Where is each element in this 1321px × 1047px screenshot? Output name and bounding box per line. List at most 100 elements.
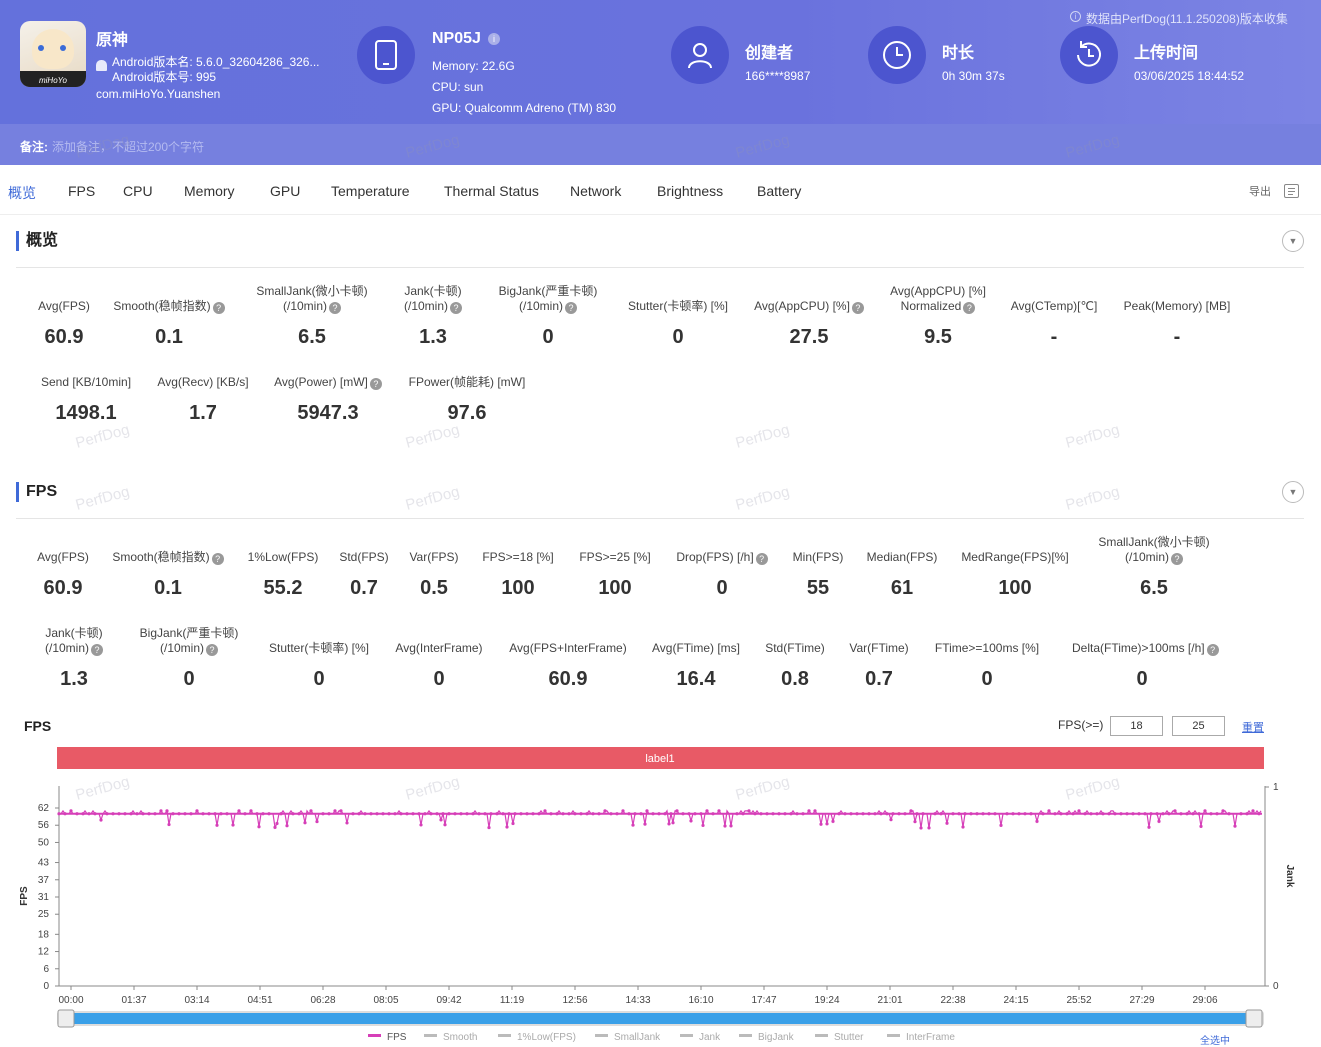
fps-point	[177, 812, 181, 816]
fps-point	[261, 812, 265, 816]
legend-label: Smooth	[443, 1032, 478, 1043]
metric-value: 6.5	[1140, 577, 1168, 599]
fps-point	[567, 812, 571, 816]
metric-value: -	[1173, 326, 1181, 348]
help-icon[interactable]: ?	[1171, 553, 1183, 565]
help-icon[interactable]: ?	[450, 302, 462, 314]
device-cpu: CPU: sun	[432, 80, 484, 94]
metric-label: BigJank(严重卡顿) (/10min)?	[119, 626, 259, 656]
legend-item[interactable]: 1%Low(FPS)	[498, 1032, 576, 1043]
legend-item[interactable]: BigJank	[739, 1032, 794, 1043]
fps-point	[1047, 809, 1051, 813]
fps-point	[315, 819, 319, 824]
fps-point	[171, 812, 175, 816]
fps-point	[375, 812, 379, 816]
tab-temperature[interactable]: Temperature	[331, 183, 410, 199]
overview-collapse-button[interactable]: ▼	[1282, 230, 1304, 252]
fps-point	[507, 812, 511, 816]
remark-input[interactable]: 添加备注，不超过200个字符	[52, 140, 205, 154]
legend-item[interactable]: Smooth	[424, 1032, 477, 1043]
app-name: 原神	[96, 32, 129, 49]
fps-collapse-button[interactable]: ▼	[1282, 481, 1304, 503]
metric-label-line2: Avg(Recv) [KB/s]	[157, 375, 249, 389]
fps-point	[897, 812, 901, 816]
fps-point	[675, 809, 679, 813]
legend-item[interactable]: SmallJank	[595, 1032, 660, 1043]
fps-point	[1029, 812, 1033, 816]
legend-item[interactable]: FPS	[368, 1032, 406, 1043]
fps-point	[1011, 812, 1015, 816]
metric-label-line2: (/10min)	[282, 299, 327, 313]
x-tick-label: 24:15	[1003, 995, 1028, 1006]
fps-point	[189, 812, 193, 816]
tab-gpu[interactable]: GPU	[270, 183, 301, 199]
help-icon[interactable]: ?	[91, 644, 103, 656]
time-slider-right-handle[interactable]	[1245, 1009, 1263, 1028]
metric-label: Avg(AppCPU) [%]?	[739, 284, 879, 314]
metric-11: SmallJank(微小卡顿) (/10min)? 6.5	[1084, 535, 1224, 600]
export-button[interactable]: 导出	[1249, 183, 1300, 199]
fps-point	[1131, 812, 1135, 816]
tab-memory[interactable]: Memory	[184, 183, 235, 199]
fps-point	[631, 823, 635, 827]
help-icon[interactable]: ?	[565, 302, 577, 314]
legend-item[interactable]: Stutter	[815, 1032, 863, 1043]
fps-point	[135, 812, 139, 816]
tab-network[interactable]: Network	[570, 183, 622, 199]
help-icon[interactable]: ?	[206, 644, 218, 656]
fps-point	[579, 812, 583, 816]
metric-label-line2: Avg(CTemp)[℃]	[1010, 299, 1098, 313]
fps-point	[1137, 812, 1141, 816]
help-icon[interactable]: ?	[369, 378, 382, 390]
metric-label-line2: Avg(FTime) [ms]	[651, 641, 740, 655]
tab-thermal-status[interactable]: Thermal Status	[444, 183, 539, 199]
fps-point	[275, 821, 279, 826]
x-tick-label: 03:14	[184, 995, 209, 1006]
metric-4: BigJank(严重卡顿) (/10min)? 0	[478, 284, 618, 349]
fps-point	[1017, 812, 1021, 816]
x-tick-label: 27:29	[1129, 995, 1154, 1006]
x-tick-label: 09:42	[436, 995, 461, 1006]
tab-battery[interactable]: Battery	[757, 183, 802, 199]
fps-point	[303, 821, 307, 825]
tab-brightness[interactable]: Brightness	[657, 183, 724, 199]
metric-label: Var(FTime)	[809, 626, 949, 656]
metric-label-line2: (/10min)	[1124, 550, 1169, 564]
device-info-icon[interactable]: i	[488, 33, 500, 45]
fps-threshold-input-1[interactable]: 18	[1110, 716, 1163, 736]
help-icon[interactable]: ?	[212, 302, 225, 314]
tab-cpu[interactable]: CPU	[123, 183, 153, 199]
time-slider-left-handle[interactable]	[57, 1009, 75, 1028]
tab-fps[interactable]: FPS	[68, 183, 96, 199]
fps-point	[945, 821, 949, 825]
tab-overview[interactable]: 概览	[8, 185, 36, 201]
help-icon[interactable]: ?	[755, 553, 768, 565]
x-tick-label: 06:28	[310, 995, 335, 1006]
metric-value: 6.5	[298, 326, 326, 348]
metric-label-line2: Avg(AppCPU) [%]	[754, 299, 850, 313]
metric-value: 16.4	[676, 668, 716, 690]
metric-6: Std(FTime) 0.8	[725, 626, 865, 691]
metric-label-line1: SmallJank(微小卡顿)	[1098, 535, 1210, 549]
select-all-button[interactable]: 全选中	[1200, 1036, 1230, 1047]
help-icon[interactable]: ?	[329, 302, 341, 314]
fps-point	[645, 809, 649, 813]
fps-threshold-input-2[interactable]: 25	[1172, 716, 1225, 736]
help-icon[interactable]: ?	[963, 302, 976, 314]
help-icon[interactable]: ?	[211, 553, 224, 565]
app-version-code: Android版本号: 995	[112, 70, 217, 84]
help-icon[interactable]: ?	[1206, 644, 1219, 656]
upload-value: 03/06/2025 18:44:52	[1134, 69, 1245, 83]
legend-item[interactable]: InterFrame	[887, 1032, 955, 1043]
metric-label: SmallJank(微小卡顿) (/10min)?	[1084, 535, 1224, 565]
fps-point	[399, 812, 403, 816]
metric-label: Std(FTime)	[725, 626, 865, 656]
help-icon[interactable]: ?	[851, 302, 864, 314]
metric-0: Jank(卡顿) (/10min)? 1.3	[4, 626, 144, 691]
metric-label: Stutter(卡顿率) [%]	[608, 284, 748, 314]
reset-button[interactable]: 重置	[1242, 722, 1264, 734]
fps-point	[417, 812, 421, 816]
metric-label-line2: Avg(FPS)	[37, 550, 89, 564]
legend-item[interactable]: Jank	[680, 1032, 720, 1043]
watermark: PerfDog	[733, 483, 792, 514]
